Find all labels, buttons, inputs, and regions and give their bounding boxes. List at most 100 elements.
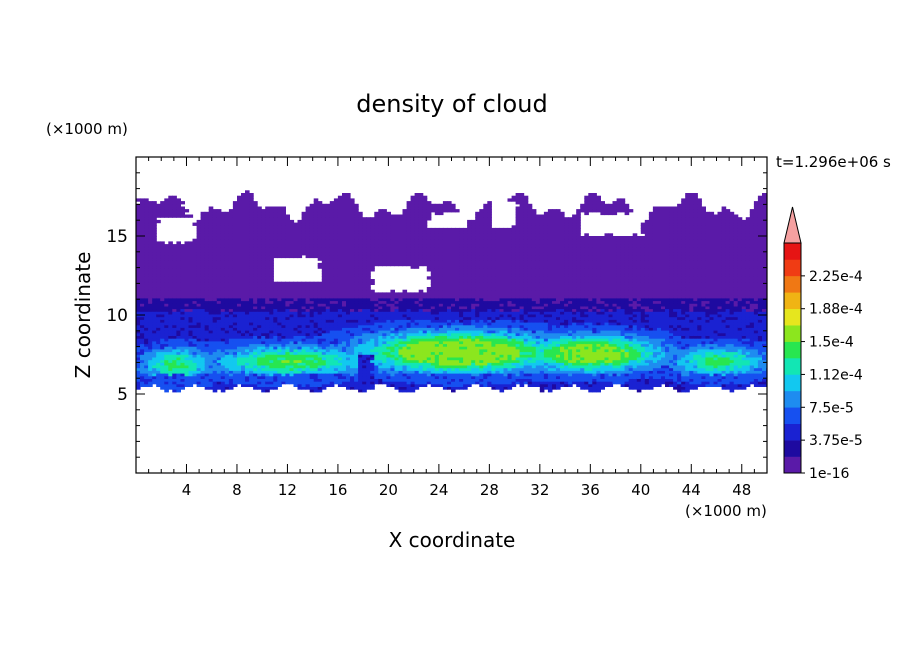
cloud-cell bbox=[333, 292, 339, 296]
cloud-cell bbox=[350, 211, 355, 216]
cloud-cell bbox=[245, 322, 250, 326]
cloud-cell bbox=[386, 241, 391, 245]
cloud-cell bbox=[402, 300, 408, 304]
cloud-cell bbox=[241, 356, 246, 361]
cloud-cell bbox=[317, 327, 323, 331]
cloud-cell bbox=[261, 330, 266, 334]
cloud-cell bbox=[269, 257, 274, 261]
cloud-cell bbox=[180, 354, 185, 358]
cloud-cell bbox=[354, 270, 359, 275]
cloud-cell bbox=[317, 287, 323, 291]
cloud-cell bbox=[257, 257, 262, 261]
cloud-cell bbox=[196, 300, 202, 304]
cloud-cell bbox=[374, 262, 379, 267]
cloud-cell bbox=[237, 252, 242, 256]
cloud-cell bbox=[237, 375, 242, 379]
cloud-cell bbox=[366, 287, 371, 291]
cloud-cell bbox=[442, 209, 448, 213]
cloud-cell bbox=[321, 348, 327, 353]
cloud-cell bbox=[172, 316, 177, 320]
cloud-cell bbox=[148, 254, 153, 259]
cloud-cell bbox=[317, 206, 323, 210]
cloud-cell bbox=[140, 254, 145, 259]
cloud-cell bbox=[362, 268, 367, 272]
cloud-cell bbox=[261, 209, 266, 213]
cloud-cell bbox=[192, 340, 198, 345]
cloud-cell bbox=[245, 324, 250, 328]
cloud-cell bbox=[261, 281, 266, 285]
cloud-cell bbox=[438, 230, 444, 234]
cloud-cell bbox=[220, 343, 226, 347]
cloud-cell bbox=[434, 375, 440, 379]
cloud-cell bbox=[394, 300, 400, 304]
cloud-cell bbox=[148, 270, 153, 275]
cloud-cell bbox=[144, 203, 149, 208]
cloud-cell bbox=[386, 260, 391, 264]
cloud-cell bbox=[386, 367, 391, 371]
cloud-cell bbox=[200, 295, 206, 299]
cloud-cell bbox=[232, 249, 238, 253]
cloud-cell bbox=[192, 273, 198, 277]
cloud-cell bbox=[269, 244, 274, 248]
cloud-cell bbox=[140, 330, 145, 334]
cloud-cell bbox=[212, 217, 218, 221]
chart-title: density of cloud bbox=[356, 90, 547, 118]
cloud-cell bbox=[406, 346, 412, 350]
cloud-cell bbox=[245, 238, 250, 242]
cloud-cell bbox=[281, 211, 286, 216]
cloud-cell bbox=[204, 303, 210, 307]
cloud-cell bbox=[212, 211, 218, 216]
cloud-cell bbox=[160, 270, 165, 275]
cloud-cell bbox=[148, 297, 153, 302]
cloud-cell bbox=[451, 270, 456, 275]
cloud-cell bbox=[257, 249, 262, 253]
cloud-cell bbox=[325, 238, 331, 242]
cloud-cell bbox=[398, 257, 404, 261]
cloud-cell bbox=[196, 330, 202, 334]
cloud-cell bbox=[277, 249, 282, 253]
cloud-cell bbox=[410, 373, 416, 377]
cloud-cell bbox=[257, 322, 262, 326]
cloud-cell bbox=[148, 332, 153, 336]
cloud-cell bbox=[237, 206, 242, 210]
cloud-cell bbox=[249, 322, 254, 326]
cloud-cell bbox=[249, 378, 254, 382]
cloud-cell bbox=[390, 346, 395, 350]
cloud-cell bbox=[438, 265, 444, 269]
cloud-cell bbox=[228, 295, 234, 299]
cloud-cell bbox=[430, 346, 436, 350]
cloud-cell bbox=[168, 209, 173, 213]
cloud-cell bbox=[180, 209, 185, 213]
cloud-cell bbox=[212, 260, 218, 264]
cloud-cell bbox=[329, 289, 335, 293]
cloud-cell bbox=[152, 249, 157, 253]
cloud-cell bbox=[402, 254, 408, 259]
cloud-cell bbox=[447, 238, 452, 242]
cloud-cell bbox=[325, 257, 331, 261]
cloud-cell bbox=[394, 386, 400, 390]
cloud-cell bbox=[200, 308, 206, 312]
cloud-cell bbox=[273, 308, 278, 312]
cloud-cell bbox=[434, 343, 440, 347]
cloud-cell bbox=[342, 335, 347, 339]
cloud-cell bbox=[208, 356, 214, 361]
cloud-cell bbox=[281, 370, 286, 374]
cloud-cell bbox=[245, 190, 250, 194]
cloud-cell bbox=[346, 319, 351, 323]
cloud-cell bbox=[362, 324, 367, 328]
cloud-cell bbox=[358, 230, 363, 234]
cloud-cell bbox=[398, 378, 404, 382]
cloud-cell bbox=[277, 311, 282, 315]
cloud-cell bbox=[394, 364, 400, 369]
cloud-cell bbox=[382, 260, 387, 264]
cloud-cell bbox=[232, 225, 238, 229]
cloud-cell bbox=[301, 367, 307, 371]
cloud-cell bbox=[313, 378, 319, 382]
cloud-cell bbox=[176, 214, 181, 218]
cloud-cell bbox=[253, 324, 258, 328]
cloud-cell bbox=[228, 356, 234, 361]
cloud-cell bbox=[136, 230, 141, 234]
cloud-cell bbox=[402, 332, 408, 336]
cloud-cell bbox=[245, 203, 250, 208]
cloud-cell bbox=[208, 375, 214, 379]
